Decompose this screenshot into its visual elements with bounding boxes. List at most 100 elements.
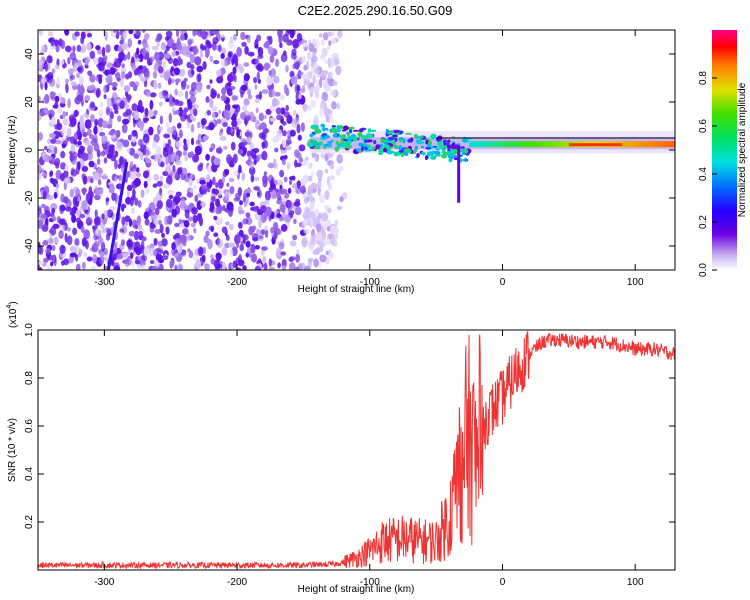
spectrogram-cell bbox=[283, 50, 287, 57]
spectrogram-cell bbox=[225, 102, 231, 111]
spectrogram-cell bbox=[125, 73, 130, 80]
spectrogram-cell bbox=[334, 219, 338, 227]
spectrogram-cell bbox=[162, 255, 169, 261]
spectrogram-cell bbox=[209, 207, 214, 213]
spectrogram-cell bbox=[76, 94, 84, 102]
spectrogram-cell bbox=[298, 156, 303, 163]
tone-blob bbox=[392, 129, 399, 134]
spectrogram-cell bbox=[93, 144, 100, 152]
spectrogram-cell bbox=[282, 130, 287, 137]
spectrogram-cell bbox=[47, 145, 55, 150]
spectrogram-cell bbox=[133, 230, 140, 241]
spectrogram-cell bbox=[216, 76, 224, 84]
spectrogram-cell bbox=[226, 234, 230, 241]
tone-blob bbox=[366, 144, 371, 149]
tone-blob bbox=[460, 148, 465, 152]
spectrogram-cell bbox=[226, 154, 232, 164]
spectrogram-cell bbox=[236, 128, 241, 138]
spectrogram-cell bbox=[75, 217, 82, 223]
spectrogram-cell bbox=[240, 138, 246, 143]
spectrogram-cell bbox=[106, 228, 112, 235]
spectrogram-cell bbox=[157, 66, 164, 74]
snr-xticks: -300 -200 -100 0 100 bbox=[94, 330, 644, 588]
spectrogram-cell bbox=[226, 201, 234, 211]
spectrogram-cell bbox=[286, 114, 293, 124]
spectrogram-cell bbox=[191, 117, 197, 122]
spectrogram-cell bbox=[219, 136, 227, 141]
spectrogram-cell bbox=[290, 240, 297, 247]
spectrogram-cell bbox=[84, 30, 91, 34]
tone-blob bbox=[342, 125, 349, 131]
spectrogram-cell bbox=[174, 99, 180, 104]
spectrogram-cell bbox=[110, 256, 115, 267]
spectrogram-cell bbox=[312, 38, 317, 45]
spectrogram-cell bbox=[260, 122, 267, 130]
spectrogram-cell bbox=[83, 229, 90, 240]
spectrogram-cell bbox=[70, 81, 77, 87]
spectrogram-cell bbox=[56, 76, 60, 85]
spectrogram-cell bbox=[96, 167, 104, 175]
spectrogram-yticks: -40 -20 0 20 40 bbox=[24, 48, 675, 253]
spectrogram-cell bbox=[165, 30, 173, 37]
spectrogram-cell bbox=[227, 73, 234, 83]
spectrogram-cell bbox=[106, 61, 112, 69]
spectrogram-cell bbox=[120, 65, 126, 74]
spectrogram-cell bbox=[78, 148, 84, 155]
spectrogram-cell bbox=[194, 56, 202, 66]
y-tick-label: 0.2 bbox=[24, 515, 35, 529]
spectrogram-cell bbox=[97, 61, 105, 72]
spectrogram-cell bbox=[118, 174, 123, 182]
spectrogram-cell bbox=[167, 139, 172, 146]
spectrogram-cell bbox=[310, 219, 314, 226]
spectrogram-cell bbox=[147, 159, 151, 164]
spectrogram-cell bbox=[221, 261, 226, 270]
spectrogram-cell bbox=[238, 221, 243, 229]
spectrogram-cell bbox=[152, 70, 158, 79]
spectrogram-cell bbox=[186, 191, 194, 198]
spectrogram-cell bbox=[58, 230, 64, 239]
spectrogram-cell bbox=[329, 175, 336, 181]
spectrogram-cell bbox=[216, 236, 220, 246]
spectrogram-cell bbox=[282, 138, 286, 148]
spectrogram-cell bbox=[220, 94, 228, 102]
spectrogram-cell bbox=[245, 114, 252, 121]
spectrogram-cell bbox=[142, 30, 146, 33]
spectrogram-cell bbox=[180, 234, 187, 245]
spectrogram-cell bbox=[117, 253, 123, 260]
spectrogram-cell bbox=[125, 196, 132, 205]
spectrogram-cell bbox=[129, 81, 136, 88]
y-tick-label: 0.6 bbox=[24, 419, 35, 433]
spectrogram-cell bbox=[175, 141, 183, 148]
spectrogram-cell bbox=[164, 53, 171, 59]
spectrogram-cell bbox=[286, 39, 294, 46]
spectrogram-cell bbox=[190, 64, 195, 70]
spectrogram-cell bbox=[304, 218, 309, 226]
spectrogram-cell bbox=[121, 42, 128, 50]
spectrogram-cell bbox=[42, 190, 47, 200]
tone-blob bbox=[419, 135, 424, 139]
spectrogram-cell bbox=[65, 135, 69, 143]
spectrogram-cell bbox=[201, 189, 207, 195]
spectrogram-cell bbox=[137, 39, 142, 45]
spectrogram-cell bbox=[75, 188, 81, 197]
spectrogram-cell bbox=[319, 108, 324, 117]
spectrogram-cell bbox=[186, 138, 190, 149]
spectrogram-cell bbox=[38, 59, 45, 70]
spectrogram-cell bbox=[267, 46, 274, 55]
spectrogram-cell bbox=[63, 170, 69, 178]
tone-blob bbox=[398, 145, 403, 151]
x-tick-label: 100 bbox=[627, 277, 644, 288]
spectrogram-cell bbox=[78, 85, 85, 95]
spectrogram-cell bbox=[38, 221, 43, 228]
spectrogram-cell bbox=[105, 106, 110, 116]
spectrogram-cell bbox=[336, 154, 344, 164]
spectrogram-cell bbox=[119, 156, 124, 166]
spectrogram-cell bbox=[223, 109, 231, 119]
spectrogram-cell bbox=[329, 89, 337, 97]
spectrogram-cell bbox=[250, 148, 257, 158]
spectrogram-cell bbox=[326, 45, 331, 50]
spectrogram-cell bbox=[201, 201, 206, 208]
tone-blob bbox=[394, 137, 398, 142]
spectrogram-cell bbox=[196, 121, 201, 129]
snr-scale-label: (x104) bbox=[6, 301, 19, 328]
